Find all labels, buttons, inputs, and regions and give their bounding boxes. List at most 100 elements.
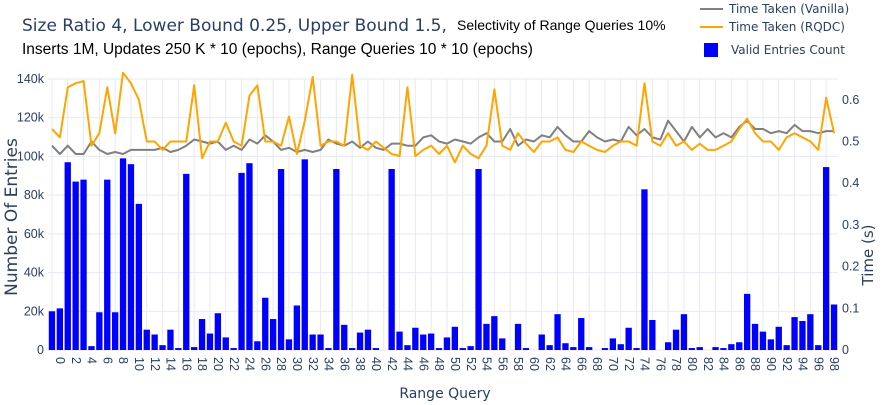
- bar-valid-entries[interactable]: [104, 179, 111, 350]
- bar-valid-entries[interactable]: [467, 346, 474, 350]
- bar-valid-entries[interactable]: [443, 337, 451, 350]
- bar-valid-entries[interactable]: [736, 342, 743, 350]
- bar-valid-entries[interactable]: [48, 311, 56, 350]
- bar-valid-entries[interactable]: [822, 167, 830, 350]
- bar-valid-entries[interactable]: [562, 343, 569, 350]
- bar-valid-entries[interactable]: [88, 346, 95, 350]
- bar-valid-entries[interactable]: [791, 317, 798, 350]
- bar-valid-entries[interactable]: [420, 334, 427, 350]
- bar-valid-entries[interactable]: [672, 329, 680, 350]
- bar-valid-entries[interactable]: [546, 345, 553, 350]
- bar-valid-entries[interactable]: [151, 334, 158, 350]
- bar-valid-entries[interactable]: [412, 327, 419, 350]
- bar-valid-entries[interactable]: [372, 348, 380, 350]
- bar-valid-entries[interactable]: [348, 348, 356, 350]
- series-line-vanilla[interactable]: [51, 119, 835, 155]
- bar-valid-entries[interactable]: [799, 320, 806, 350]
- bar-valid-entries[interactable]: [649, 319, 656, 350]
- bar-valid-entries[interactable]: [238, 172, 245, 350]
- bar-valid-entries[interactable]: [230, 348, 237, 350]
- bar-valid-entries[interactable]: [269, 319, 277, 350]
- bar-valid-entries[interactable]: [198, 319, 206, 350]
- bar-valid-entries[interactable]: [341, 324, 348, 350]
- bar-valid-entries[interactable]: [159, 345, 166, 350]
- bar-valid-entries[interactable]: [356, 332, 364, 350]
- bar-valid-entries[interactable]: [775, 326, 782, 350]
- bar-valid-entries[interactable]: [127, 164, 135, 350]
- bar-valid-entries[interactable]: [633, 348, 640, 350]
- legend-item[interactable]: Time Taken (RQDC): [700, 20, 845, 34]
- bar-valid-entries[interactable]: [830, 304, 838, 350]
- bar-valid-entries[interactable]: [609, 338, 617, 350]
- bar-valid-entries[interactable]: [751, 323, 759, 350]
- bar-valid-entries[interactable]: [222, 337, 229, 350]
- bar-valid-entries[interactable]: [712, 347, 719, 350]
- bar-valid-entries[interactable]: [404, 345, 411, 350]
- bar-valid-entries[interactable]: [720, 348, 727, 350]
- legend-item[interactable]: Valid Entries Count: [704, 43, 845, 57]
- bar-valid-entries[interactable]: [728, 344, 735, 350]
- bar-valid-entries[interactable]: [538, 334, 545, 350]
- bar-valid-entries[interactable]: [435, 348, 443, 350]
- bar-valid-entries[interactable]: [206, 333, 214, 350]
- legend-item[interactable]: Time Taken (Vanilla): [700, 2, 849, 16]
- bar-valid-entries[interactable]: [578, 318, 585, 350]
- legend[interactable]: Time Taken (Vanilla) Time Taken (RQDC) Val…: [700, 2, 849, 57]
- bar-valid-entries[interactable]: [625, 327, 632, 350]
- bar-valid-entries[interactable]: [293, 305, 301, 350]
- bar-valid-entries[interactable]: [317, 334, 324, 350]
- bar-valid-entries[interactable]: [767, 339, 775, 350]
- bar-valid-entries[interactable]: [641, 189, 648, 350]
- bar-valid-entries[interactable]: [696, 347, 703, 350]
- bar-valid-entries[interactable]: [743, 293, 751, 350]
- bar-valid-entries[interactable]: [475, 169, 482, 350]
- bar-valid-entries[interactable]: [783, 345, 790, 350]
- bar-valid-entries[interactable]: [262, 297, 269, 350]
- bar-valid-entries[interactable]: [499, 338, 506, 350]
- bar-valid-entries[interactable]: [688, 348, 696, 350]
- bar-valid-entries[interactable]: [56, 308, 64, 350]
- bar-valid-entries[interactable]: [459, 348, 466, 350]
- series-line-rqdc[interactable]: [51, 71, 836, 164]
- bar-valid-entries[interactable]: [119, 158, 127, 350]
- bar-valid-entries[interactable]: [388, 169, 395, 350]
- bar-valid-entries[interactable]: [301, 159, 308, 350]
- bar-valid-entries[interactable]: [325, 348, 332, 350]
- bar-valid-entries[interactable]: [135, 203, 143, 350]
- bar-valid-entries[interactable]: [277, 169, 285, 350]
- bar-valid-entries[interactable]: [183, 173, 190, 350]
- bar-valid-entries[interactable]: [214, 313, 222, 350]
- bar-valid-entries[interactable]: [585, 347, 593, 350]
- bar-valid-entries[interactable]: [72, 181, 79, 350]
- bar-valid-entries[interactable]: [815, 345, 822, 350]
- bar-valid-entries[interactable]: [570, 347, 577, 350]
- bar-valid-entries[interactable]: [664, 342, 672, 350]
- bar-valid-entries[interactable]: [396, 331, 403, 350]
- bar-valid-entries[interactable]: [333, 169, 340, 350]
- bar-valid-entries[interactable]: [96, 312, 103, 350]
- bar-valid-entries[interactable]: [364, 329, 372, 350]
- bar-valid-entries[interactable]: [491, 316, 498, 350]
- bar-valid-entries[interactable]: [285, 339, 293, 350]
- bar-valid-entries[interactable]: [309, 334, 316, 350]
- bar-valid-entries[interactable]: [167, 329, 174, 350]
- bar-valid-entries[interactable]: [483, 323, 490, 350]
- bar-valid-entries[interactable]: [111, 312, 119, 350]
- bar-valid-entries[interactable]: [190, 347, 198, 350]
- bar-valid-entries[interactable]: [64, 162, 71, 350]
- bar-valid-entries[interactable]: [80, 179, 87, 350]
- bar-valid-entries[interactable]: [601, 348, 609, 350]
- bar-valid-entries[interactable]: [617, 344, 624, 350]
- bar-valid-entries[interactable]: [143, 329, 150, 350]
- bar-valid-entries[interactable]: [522, 348, 530, 350]
- bar-valid-entries[interactable]: [427, 333, 435, 350]
- bar-valid-entries[interactable]: [451, 326, 459, 350]
- bar-valid-entries[interactable]: [759, 331, 767, 350]
- bar-valid-entries[interactable]: [807, 314, 814, 350]
- bar-valid-entries[interactable]: [554, 314, 561, 350]
- bar-valid-entries[interactable]: [175, 348, 182, 350]
- bar-valid-entries[interactable]: [514, 323, 522, 350]
- bar-valid-entries[interactable]: [254, 341, 261, 350]
- bar-valid-entries[interactable]: [680, 314, 688, 350]
- bar-valid-entries[interactable]: [246, 163, 253, 350]
